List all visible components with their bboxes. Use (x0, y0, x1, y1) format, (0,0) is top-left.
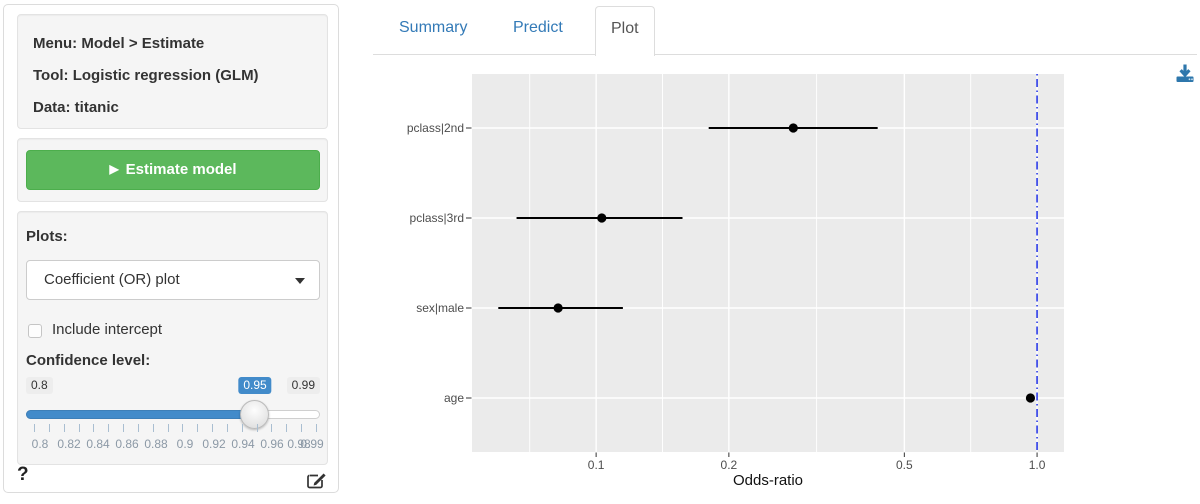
confidence-slider[interactable]: 0.8 0.95 0.99 0.8 0.82 0.84 0.86 0.88 0.9 0.92… (26, 377, 324, 461)
slider-tick (286, 424, 288, 432)
x-axis-title: Odds-ratio (733, 472, 803, 489)
y-axis-label: sex|male (416, 301, 464, 315)
slider-tick (123, 424, 125, 432)
slider-handle[interactable] (240, 400, 269, 429)
slider-tick (137, 424, 139, 432)
plot-options-panel: Plots: Coefficient (OR) plot Include int… (17, 211, 328, 465)
estimate-panel: ▶ Estimate model (17, 138, 328, 202)
confidence-level-label: Confidence level: (26, 352, 151, 369)
slider-tick (63, 424, 65, 432)
slider-grid-label: 0.82 (57, 437, 81, 451)
plot-panel (472, 74, 1064, 452)
slider-tick (34, 424, 35, 432)
slider-tick (226, 424, 228, 432)
caret-down-icon (295, 278, 305, 284)
edit-report-icon[interactable] (306, 469, 328, 491)
slider-min-label: 0.8 (26, 377, 53, 394)
estimate-model-label: Estimate model (125, 161, 237, 178)
include-intercept-label: Include intercept (52, 321, 163, 338)
slider-tick (152, 424, 154, 432)
plot-type-select[interactable]: Coefficient (OR) plot (26, 260, 320, 300)
estimate-model-button[interactable]: ▶ Estimate model (26, 150, 320, 190)
help-button[interactable]: ? (17, 464, 29, 485)
plots-label: Plots: (26, 228, 68, 245)
slider-tick (48, 424, 50, 432)
slider-tick (78, 424, 80, 432)
x-tick-label: 0.5 (896, 458, 913, 472)
slider-grid-label: 0.8 (31, 437, 49, 451)
y-axis-label: pclass|3rd (410, 211, 464, 225)
data-point (788, 123, 798, 133)
tab-summary[interactable]: Summary (399, 19, 468, 36)
slider-filled-track (26, 410, 255, 419)
slider-grid-label: 0.88 (144, 437, 168, 451)
y-axis-label: pclass|2nd (407, 121, 464, 135)
x-tick-label: 0.2 (721, 458, 738, 472)
slider-grid-label: 0.99 (300, 437, 324, 451)
slider-max-label: 0.99 (286, 377, 320, 394)
slider-grid-label: 0.86 (115, 437, 139, 451)
tab-bar: Summary Predict Plot (373, 6, 1197, 56)
tab-predict[interactable]: Predict (513, 19, 563, 36)
slider-tick (256, 424, 258, 432)
slider-grid-label: 0.98 (287, 437, 311, 451)
include-intercept-checkbox[interactable] (28, 324, 42, 338)
slider-tick (212, 424, 214, 432)
slider-tick (108, 424, 110, 432)
slider-tick (182, 424, 184, 432)
slider-tick (93, 424, 95, 432)
slider-tick (241, 424, 243, 432)
slider-grid-label: 0.84 (86, 437, 110, 451)
data-point (553, 303, 563, 313)
slider-tick (271, 424, 273, 432)
plot-type-selected-value: Coefficient (OR) plot (44, 271, 180, 288)
slider-grid-label: 0.9 (176, 437, 194, 451)
slider-tick (315, 424, 317, 432)
slider-tick (197, 424, 199, 432)
x-tick-label: 0.1 (588, 458, 605, 472)
dataset-label: Data: titanic (33, 99, 119, 116)
play-icon: ▶ (109, 162, 119, 176)
slider-grid-label: 0.96 (260, 437, 284, 451)
y-axis-label: age (444, 391, 464, 405)
model-info-panel: Menu: Model > Estimate Tool: Logistic re… (17, 14, 328, 129)
data-point (597, 213, 607, 223)
slider-tick (301, 424, 303, 432)
menu-breadcrumb: Menu: Model > Estimate (33, 35, 205, 52)
x-tick-label: 1.0 (1029, 458, 1046, 472)
tool-label: Tool: Logistic regression (GLM) (33, 67, 259, 84)
data-point (1025, 393, 1036, 403)
tab-plot[interactable]: Plot (595, 6, 655, 56)
slider-grid-label: 0.94 (231, 437, 255, 451)
download-icon[interactable] (1173, 62, 1197, 86)
slider-grid-label: 0.92 (202, 437, 226, 451)
slider-value-badge: 0.95 (238, 377, 272, 394)
sidebar: Menu: Model > Estimate Tool: Logistic re… (3, 4, 339, 493)
slider-tick (167, 424, 169, 432)
